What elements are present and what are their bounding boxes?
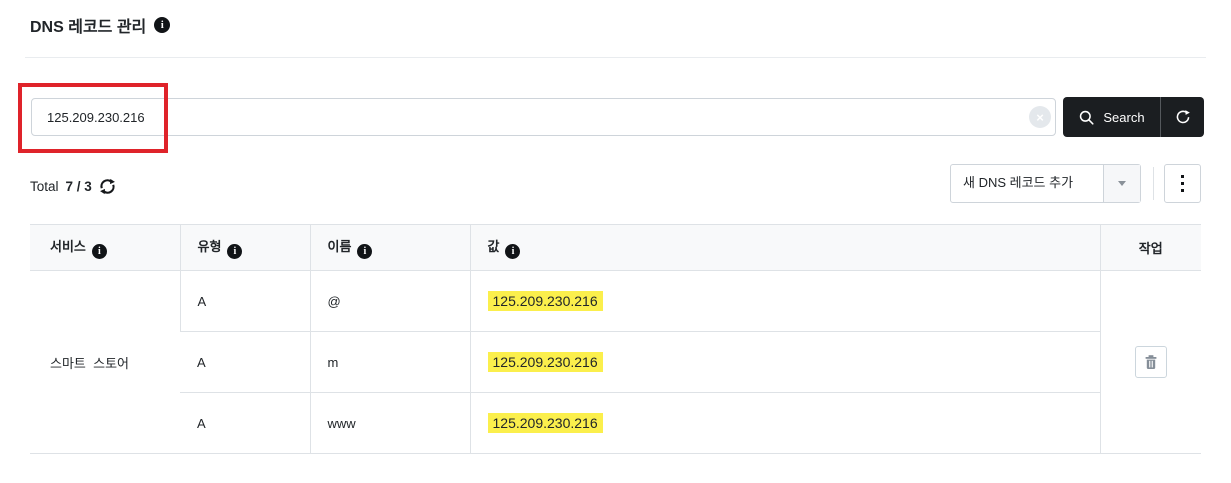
toolbar-divider: [1153, 167, 1154, 200]
clear-input-icon[interactable]: ×: [1029, 106, 1051, 128]
delete-record-button[interactable]: [1134, 346, 1167, 378]
type-cell: A: [179, 270, 310, 332]
type-cell: A: [180, 331, 310, 393]
add-dns-record-dropdown[interactable]: 새 DNS 레코드 추가: [950, 164, 1141, 203]
add-dns-record-label: 새 DNS 레코드 추가: [963, 175, 1074, 191]
page-title-text: DNS 레코드 관리: [30, 19, 147, 36]
column-header-type: 유형 i: [179, 224, 310, 271]
divider: [25, 57, 1206, 58]
add-dns-record-label-area: 새 DNS 레코드 추가: [951, 165, 1103, 202]
total-count: 7 / 3: [65, 178, 92, 194]
info-icon: i: [91, 244, 107, 260]
page-title: DNS 레코드 관리 i: [30, 13, 171, 37]
button-divider: [1160, 97, 1161, 137]
action-cell: [1099, 270, 1201, 454]
name-cell: www: [309, 392, 470, 454]
column-header-action: 작업: [1099, 224, 1201, 271]
kebab-icon: [1181, 189, 1184, 192]
name-cell: m: [309, 331, 470, 393]
reset-search-button[interactable]: [1161, 97, 1204, 137]
total-label: Total: [30, 178, 59, 194]
value-cell: 125.209.230.216: [469, 331, 1100, 393]
info-icon: i: [357, 244, 373, 260]
info-icon: i: [154, 17, 171, 33]
highlighted-value: 125.209.230.216: [487, 413, 603, 433]
reload-icon: [1174, 108, 1192, 126]
highlighted-value: 125.209.230.216: [487, 291, 603, 311]
service-group-cell: 스마트 스토어: [30, 270, 180, 454]
search-input[interactable]: [31, 98, 1056, 136]
search-button[interactable]: Search: [1063, 97, 1160, 137]
kebab-icon: [1181, 175, 1184, 178]
search-button-label: Search: [1103, 109, 1145, 125]
kebab-icon: [1181, 182, 1184, 185]
name-cell: @: [309, 270, 470, 332]
trash-icon: [1143, 354, 1159, 370]
chevron-down-icon: [1118, 181, 1126, 186]
table-row: A m 125.209.230.216: [30, 331, 1201, 393]
more-actions-button[interactable]: [1164, 164, 1201, 203]
search-icon: [1078, 109, 1095, 126]
info-icon: i: [227, 244, 243, 260]
info-icon: i: [505, 244, 521, 260]
table-row: 스마트 스토어 A @ 125.209.230.216: [30, 270, 1201, 454]
column-header-service: 서비스 i: [30, 224, 180, 271]
value-cell: 125.209.230.216: [469, 392, 1100, 454]
refresh-list-button[interactable]: [99, 178, 116, 195]
search-button-group: Search: [1063, 97, 1204, 137]
highlighted-value: 125.209.230.216: [487, 352, 603, 372]
type-cell: A: [180, 392, 310, 454]
dropdown-arrow-area[interactable]: [1103, 165, 1140, 202]
column-header-name: 이름 i: [309, 224, 470, 271]
sync-icon: [99, 178, 116, 195]
value-cell: 125.209.230.216: [469, 270, 1100, 332]
table-row: A www 125.209.230.216: [30, 392, 1201, 454]
total-summary: Total 7 / 3: [30, 176, 116, 196]
